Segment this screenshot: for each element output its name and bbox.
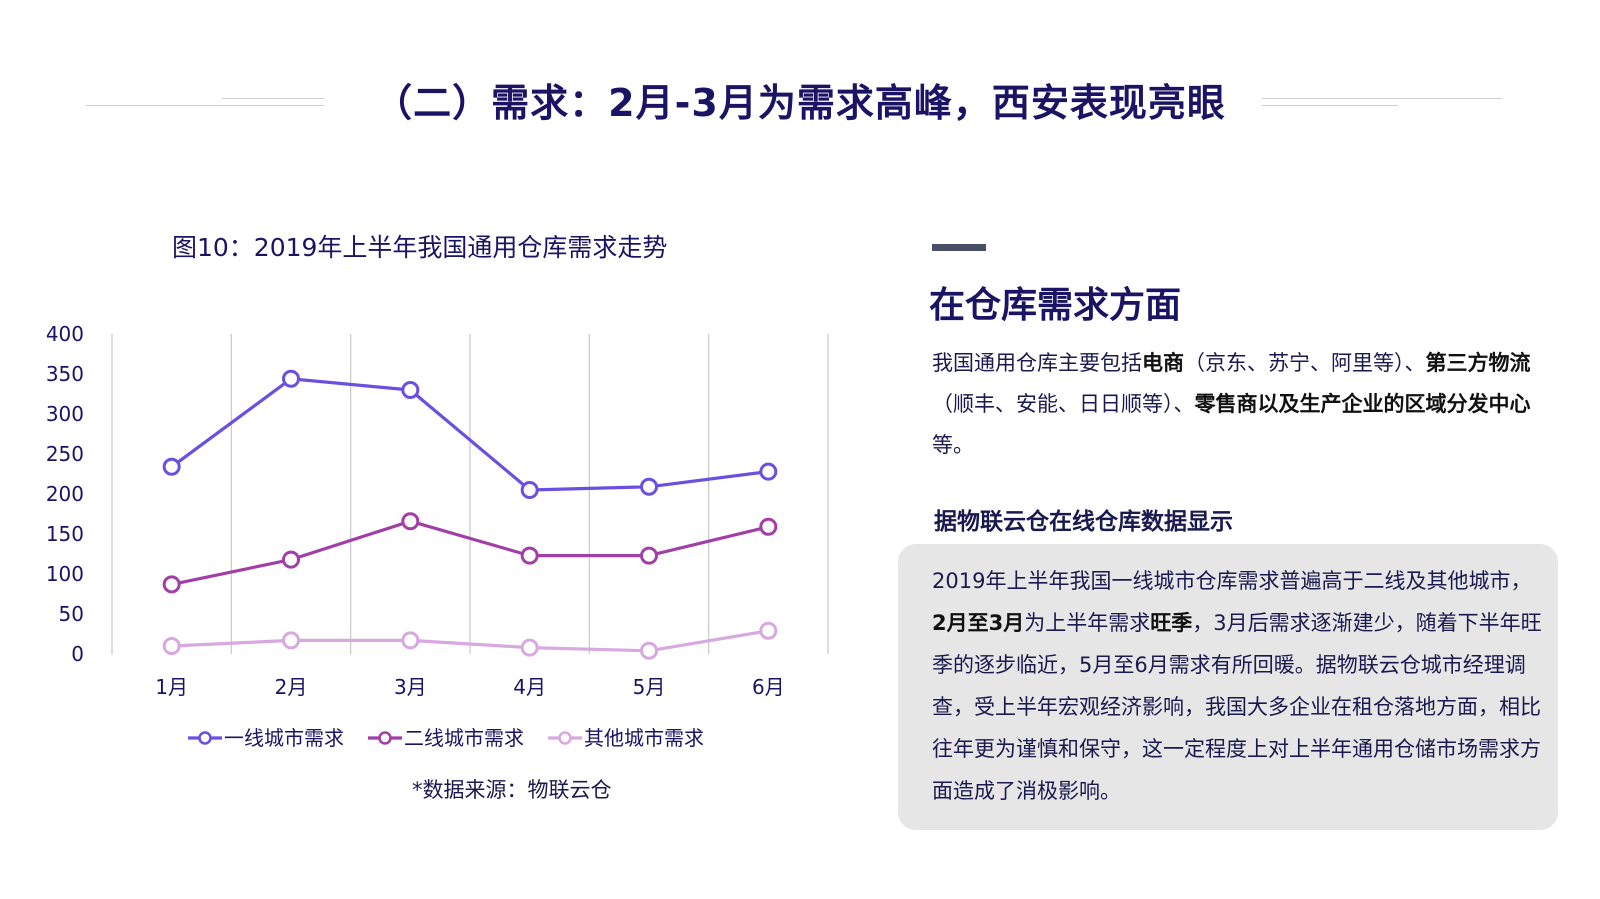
section-accent-bar [932,244,986,251]
legend-marker [558,731,572,745]
legend-label: 一线城市需求 [224,726,344,750]
page-title: （二）需求：2月-3月为需求高峰，西安表现亮眼 [374,81,1226,125]
summary-card-text: 2019年上半年我国一线城市仓库需求普遍高于二线及其他城市， 2月至3月为上半年需… [932,560,1542,812]
text-run: （顺丰、安能、日日顺等）、 [932,392,1195,416]
title-bar: （二）需求：2月-3月为需求高峰，西安表现亮眼 [0,72,1600,132]
data-point [759,517,778,536]
y-tick-label: 350 [46,362,84,386]
data-point [640,477,658,496]
text-run: ，3月后需求逐渐建少，随着下半年旺季的逐步临近，5月至6月需求有所回暖。据物联云… [932,611,1542,803]
series-line [171,519,769,586]
legend-label: 二线城市需求 [404,726,524,750]
legend-marker [378,731,392,745]
text-run: 我国通用仓库主要包括 [932,351,1142,375]
data-point [640,546,658,565]
bold-run: 电商 [1142,351,1184,375]
x-tick-label: 3月 [394,675,427,699]
title-deco-line-right-1 [1262,105,1398,106]
source-note: *数据来源：物联云仓 [412,778,612,802]
series-line [170,377,769,492]
legend-marker [198,731,212,745]
text-run: （京东、苏宁、阿里等）、 [1184,351,1426,375]
data-point [282,631,300,650]
data-point [401,381,420,399]
bold-run: 旺季 [1150,611,1193,635]
data-point [520,546,539,565]
y-tick-label: 200 [46,482,84,506]
y-tick-label: 250 [46,442,84,466]
text-run: 2019年上半年我国一线城市仓库需求普遍高于二线及其他城市， [932,569,1532,593]
series-line [171,629,769,653]
title-deco-line-right-2 [1262,98,1502,99]
bold-run: 2月至3月 [932,611,1025,635]
intro-paragraph: 我国通用仓库主要包括电商（京东、苏宁、阿里等）、第三方物流 （顺丰、安能、日日顺等… [932,343,1552,466]
legend-label: 其他城市需求 [584,726,704,750]
data-point [282,369,300,388]
data-point [520,638,539,657]
bold-run: 第三方物流 [1425,351,1531,375]
y-tick-label: 100 [46,562,84,586]
y-tick-label: 300 [46,402,84,426]
y-tick-label: 150 [46,522,84,546]
y-tick-label: 400 [46,322,84,346]
data-point [401,512,420,531]
line-chart: 0 50 100 150 200 250 300 350 400 1月 2月 3月 4月 5月 6月一线城市… [46,322,829,750]
sub-heading: 据物联云仓在线仓库数据显示 [934,509,1233,535]
x-tick-label: 5月 [633,675,666,699]
data-point [162,637,181,655]
x-tick-label: 4月 [513,675,546,699]
y-tick-label: 0 [71,642,84,666]
data-point [401,631,420,650]
data-point [640,641,658,660]
bold-run: 零售商以及生产企业的区域分发中心 [1194,392,1531,416]
data-point [162,575,181,594]
title-deco-line-left-2 [222,98,324,99]
title-deco-line-left-1 [86,105,324,106]
data-point [520,481,539,499]
chart-title: 图10：2019年上半年我国通用仓库需求走势 [172,233,668,262]
text-run: 等。 [932,433,974,457]
data-point [162,457,181,476]
text-run: 为上半年需求 [1024,611,1151,635]
data-point [759,462,778,481]
section-heading: 在仓库需求方面 [929,285,1182,326]
x-tick-label: 1月 [155,675,188,699]
summary-card [898,544,1558,830]
data-point [759,621,778,640]
y-tick-label: 50 [59,602,84,626]
x-tick-label: 2月 [275,675,308,699]
data-point [282,550,300,569]
x-tick-label: 6月 [752,675,785,699]
